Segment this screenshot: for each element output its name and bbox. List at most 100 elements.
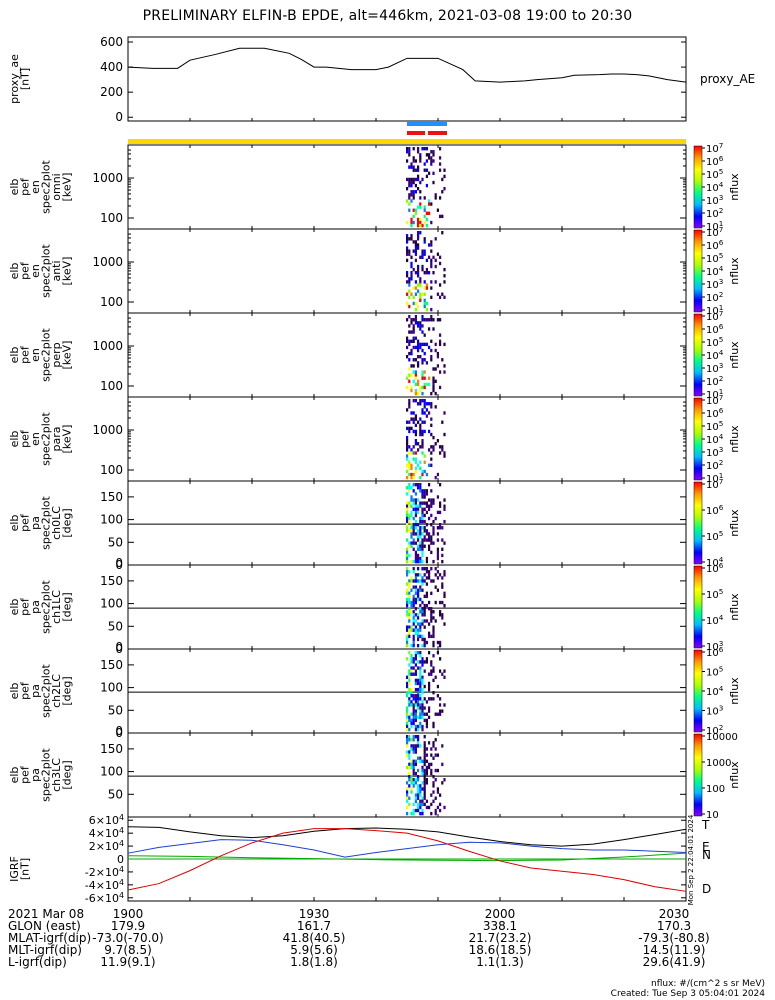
heatmap-cell [408,165,411,169]
heatmap-cell [406,556,409,561]
heatmap-cell [439,370,442,374]
heatmap-cell [419,625,422,629]
heatmap-cell [419,669,422,673]
heatmap-cell [406,591,409,595]
heatmap-cell [419,321,422,325]
spec_anti-colorbar-label: nflux [728,257,741,285]
heatmap-cell [414,796,417,800]
heatmap-cell [410,811,413,816]
heatmap-cell [439,483,442,487]
heatmap-cell [441,582,444,586]
heatmap-cell [414,747,417,751]
heatmap-cell [421,607,424,611]
heatmap-cell [410,765,413,770]
heatmap-cell [425,700,428,704]
heatmap-cell [414,799,417,803]
heatmap-cell [441,420,444,424]
igrf-ylabel-line: IGRF [8,856,21,882]
heatmap-cell [417,768,420,773]
heatmap-cell [408,208,411,212]
heatmap-cell [419,588,422,592]
heatmap-cell [410,744,413,748]
heatmap-cell [410,559,413,564]
heatmap-cell [414,382,417,387]
heatmap-cell [410,318,413,322]
heatmap-cell [432,385,435,390]
heatmap-cell [412,559,415,564]
heatmap-cell [406,550,409,555]
heatmap-cell [441,177,444,182]
heatmap-cell [421,781,424,785]
heatmap-cell [408,628,411,632]
heatmap-cell [421,391,424,396]
heatmap-cell [432,775,435,779]
heatmap-cell [432,435,435,440]
proxy-ae-legend: proxy_AE [700,72,755,86]
igrf-side-label-N: N [702,848,711,862]
heatmap-cell [408,472,411,477]
y-tick-label: 0 [115,110,123,124]
footer-row-l-label: L-igrf(dip) [8,955,67,969]
heatmap-cell [425,217,428,222]
heatmap-cell [430,663,433,667]
heatmap-cell [410,747,413,751]
heatmap-cell [434,573,437,577]
spec_perp-colorbar [693,313,703,397]
heatmap-cell [417,697,420,701]
heatmap-cell [423,567,426,571]
heatmap-cell [428,544,431,548]
heatmap-cell [417,544,420,548]
heatmap-cell [414,498,417,502]
heatmap-cell [417,666,420,670]
heatmap-cell [408,504,411,508]
heatmap-cell [412,475,415,480]
heatmap-cell [425,781,428,785]
heatmap-cell [414,345,417,350]
heatmap-cell [439,643,442,648]
heatmap-cell [408,202,411,206]
heatmap-cell [421,399,424,403]
heatmap-cell [423,286,426,290]
heatmap-cell [406,741,409,745]
heatmap-cell [430,504,433,508]
heatmap-cell [443,573,446,577]
heatmap-cell [425,660,428,664]
heatmap-cell [406,318,409,322]
heatmap-cell [408,553,411,558]
heatmap-cell [414,781,417,785]
heatmap-cell [412,781,415,785]
heatmap-cell [406,637,409,642]
heatmap-cell [414,439,417,443]
heatmap-cell [423,370,426,374]
y-tick-label: -6×104 [85,891,124,905]
colorbar-tick-label: 103 [706,277,723,291]
heatmap-cell [417,532,420,536]
heatmap-cell [408,687,411,692]
heatmap-cell [414,246,417,250]
heatmap-cell [408,342,411,347]
heatmap-cell [421,492,424,496]
heatmap-cell [439,162,442,166]
heatmap-cell [412,240,415,244]
heatmap-cell [408,451,411,455]
heatmap-cell [421,516,424,521]
pa_ch2-ylabel-line: ch2LC [50,674,63,708]
heatmap-cell [432,691,435,695]
heatmap-cell [412,370,415,374]
heatmap-cell [421,526,424,530]
heatmap-cell [417,243,420,247]
heatmap-cell [428,504,431,508]
heatmap-cell [408,289,411,293]
heatmap-cell [417,594,420,599]
heatmap-cell [412,295,415,299]
igrf-side-label-D: D [702,882,711,896]
heatmap-cell [432,634,435,639]
igrf-series-E [127,852,687,862]
heatmap-cell [414,208,417,212]
heatmap-cell [408,420,411,424]
heatmap-cell [408,762,411,767]
heatmap-cell [408,280,411,284]
heatmap-cell [436,538,439,542]
heatmap-cell [425,619,428,623]
heatmap-cell [417,613,420,617]
